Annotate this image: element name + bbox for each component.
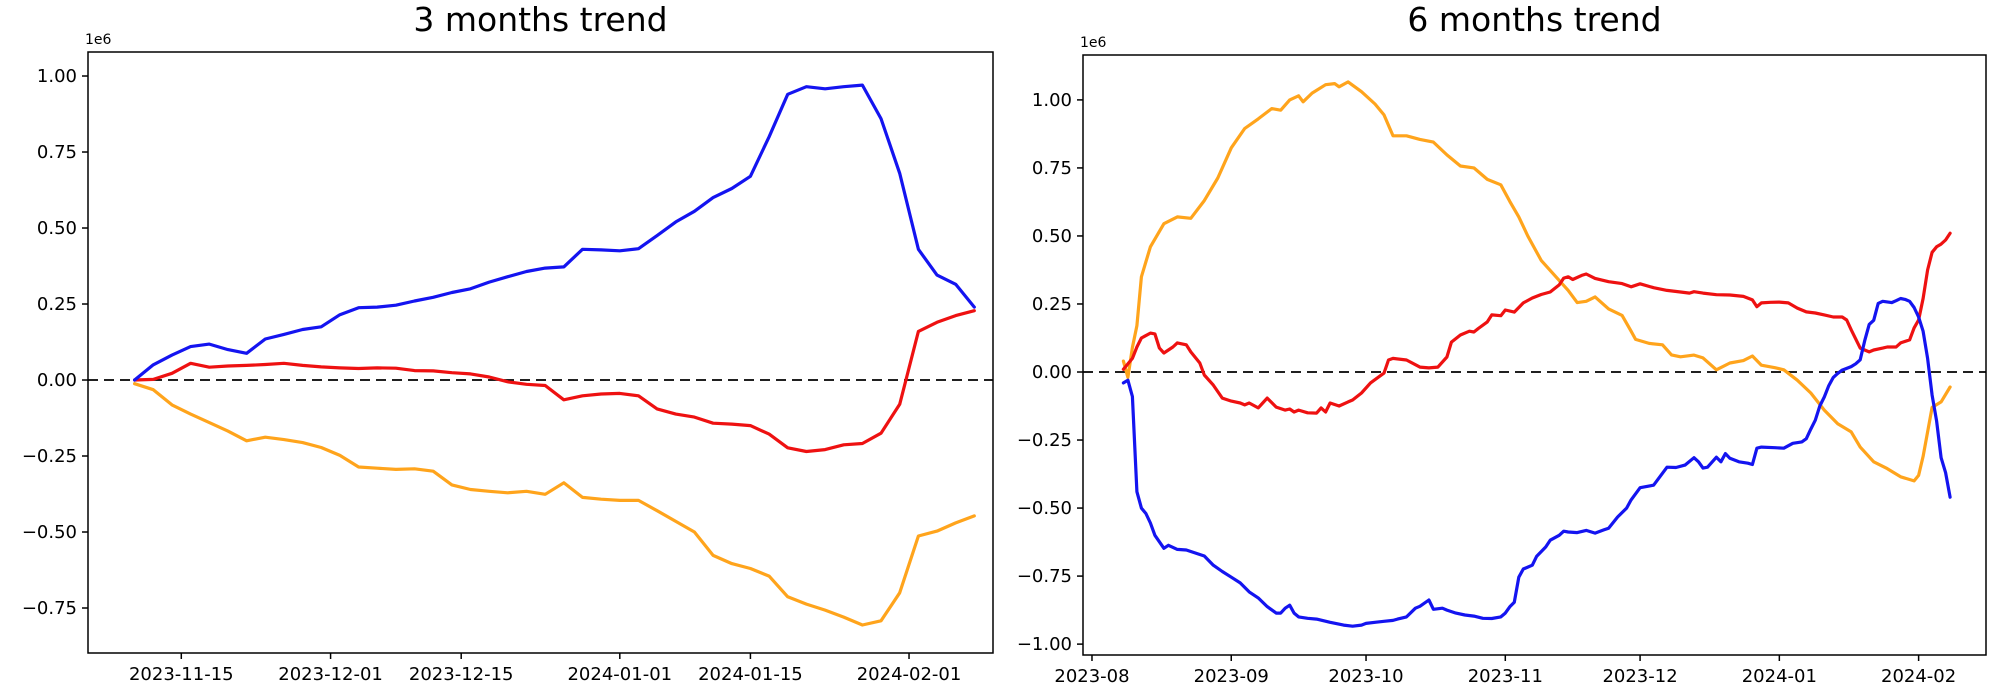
x-tick-label: 2023-11 <box>1468 666 1543 687</box>
x-tick-label: 2024-01-01 <box>567 664 672 685</box>
y-tick-label: −0.50 <box>22 522 77 543</box>
y-tick-label: −0.25 <box>22 446 77 467</box>
red-line <box>1121 231 1952 415</box>
y-tick-label: 1.00 <box>37 66 77 87</box>
y-tick-label: 1.00 <box>1032 90 1072 111</box>
x-tick-label: 2023-08 <box>1054 666 1129 687</box>
x-tick-label: 2023-12-01 <box>278 664 383 685</box>
y-tick-label: −0.75 <box>22 598 77 619</box>
x-tick-label: 2024-01 <box>1742 666 1817 687</box>
x-tick-label: 2023-12-15 <box>409 664 514 685</box>
left-chart-canvas: 1e6 1.00 0.75 0.50 0.25 0.00 −0.25 −0.50 −0.75 20… <box>22 32 994 685</box>
x-tick-label: 2023-09 <box>1194 666 1269 687</box>
y-tick-label: −0.75 <box>1017 566 1072 587</box>
y-axis-offset-label: 1e6 <box>1080 35 1107 51</box>
blue-line <box>133 83 976 382</box>
left-chart-title: 3 months trend <box>413 0 668 39</box>
y-tick-label: 0.50 <box>1032 226 1072 247</box>
y-tick-label: 0.75 <box>1032 158 1072 179</box>
orange-line <box>1121 80 1952 483</box>
x-tick-label: 2024-02 <box>1881 666 1956 687</box>
x-tick-label: 2023-11-15 <box>129 664 234 685</box>
x-tick-label: 2023-10 <box>1328 666 1403 687</box>
plot-frame <box>87 51 994 654</box>
y-axis-offset-label: 1e6 <box>85 32 112 48</box>
y-tick-label: 0.25 <box>37 294 77 315</box>
y-tick-label: 0.25 <box>1032 294 1072 315</box>
orange-line <box>133 382 976 627</box>
right-chart-canvas: 1e6 1.00 0.75 0.50 0.25 0.00 −0.25 −0.50 −0.75 −1… <box>1017 35 1987 687</box>
right-chart-title: 6 months trend <box>1407 0 1662 39</box>
x-tick-label: 2024-02-01 <box>857 664 962 685</box>
y-tick-label: 0.50 <box>37 218 77 239</box>
red-line <box>133 309 976 454</box>
y-tick-label: −1.00 <box>1017 634 1072 655</box>
y-tick-label: 0.00 <box>37 370 77 391</box>
y-tick-label: 0.00 <box>1032 362 1072 383</box>
x-tick-label: 2024-01-15 <box>698 664 803 685</box>
y-tick-label: −0.25 <box>1017 430 1072 451</box>
y-tick-label: 0.75 <box>37 142 77 163</box>
x-tick-label: 2023-12 <box>1602 666 1677 687</box>
blue-line <box>1121 296 1952 628</box>
plot-frame <box>1082 54 1987 656</box>
y-tick-label: −0.50 <box>1017 498 1072 519</box>
